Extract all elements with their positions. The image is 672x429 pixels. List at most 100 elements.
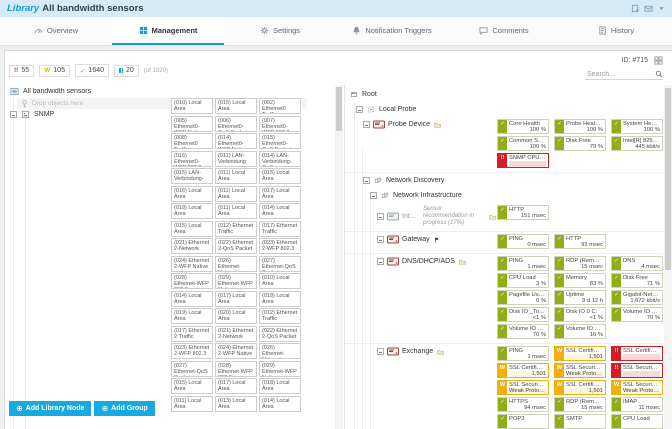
email-icon[interactable]	[644, 4, 653, 13]
sensor-chip[interactable]: ✓ PING 1 msec	[497, 256, 549, 271]
sensor-chip[interactable]: ✓ System He… 100 %	[611, 119, 663, 134]
library-sensor-chip[interactable]: (011) Local Area	[215, 203, 257, 219]
library-sensor-chip[interactable]: (015) Local Area	[259, 168, 301, 184]
sensor-chip[interactable]: ✓ PING 1 msec	[497, 346, 549, 361]
sensor-chip[interactable]: ✓ Volume IO … 70 %	[611, 307, 663, 322]
library-sensor-chip[interactable]: (015) LAN-Verbindung-	[171, 168, 213, 184]
sensor-chip[interactable]: ✓ RDP (Rem… 15 msec	[554, 256, 606, 271]
library-sensor-chip[interactable]: (002) Ethernet0 Traffic	[259, 98, 301, 114]
library-sensor-chip[interactable]: (028) Ethernet-WFP 802.3	[171, 273, 213, 289]
expander-icon[interactable]	[377, 213, 384, 220]
sensor-chip[interactable]: ✓ Volume IO … 16 %	[554, 324, 606, 339]
library-sensor-chip[interactable]: (018) Local Area	[259, 378, 301, 394]
library-sensor-chip[interactable]: (018) Local Area	[259, 290, 301, 307]
expander-icon[interactable]	[377, 236, 384, 243]
sensor-chip[interactable]: ✓ HTTPS 94 msec	[497, 397, 549, 412]
library-sensor-chip[interactable]: (017) Local Area	[259, 185, 301, 202]
sensor-chip[interactable]: ✓ IMAP 11 msec	[611, 397, 663, 412]
sensor-chip[interactable]: ✓ Uptime 9 d 12 h	[554, 290, 606, 305]
sensor-chip[interactable]: ✓ Gigabit-Net… 1,672 kbit/s	[611, 290, 663, 305]
library-sensor-chip[interactable]: (011) Local Area	[215, 185, 257, 202]
library-sensor-chip[interactable]: (007) Ethernet0-WFP 802.3	[259, 115, 301, 132]
expander-icon[interactable]	[377, 258, 384, 265]
tree-node-dns-dhcp-ads[interactable]: DNS/DHCP/ADS	[402, 258, 455, 265]
library-sensor-chip[interactable]: (010) Local Area	[171, 98, 213, 114]
library-sensor-chip[interactable]: (012) Ethernet Traffic	[259, 308, 301, 324]
sensor-chip[interactable]: W SSL Securi… Weak Proto…	[554, 363, 606, 378]
sensor-chip[interactable]: ✓ DNS 4 msec	[611, 256, 663, 271]
sensor-chip[interactable]: ✓ CPU Load 3 %	[497, 273, 549, 288]
library-sensor-chip[interactable]: (012) Ethernet Traffic	[215, 220, 257, 237]
sensor-chip[interactable]: !! SNMP CPU…	[497, 153, 549, 168]
drop-target[interactable]: Drop objects here	[17, 98, 307, 109]
expander-icon[interactable]	[10, 111, 17, 118]
tree-node-exchange[interactable]: Exchange	[402, 348, 434, 355]
expander-icon[interactable]	[363, 177, 370, 184]
library-sensor-chip[interactable]: (005) Ethernet0-WFP Native	[171, 115, 213, 132]
library-sensor-chip[interactable]: (015) Ethernet0-QoS Packet	[259, 133, 301, 149]
tree-node-probe-device[interactable]: Probe Device	[388, 121, 431, 128]
sensor-chip[interactable]: ✓ Volume IO … 70 %	[497, 324, 549, 339]
expander-icon[interactable]	[363, 121, 370, 128]
sensor-chip[interactable]: ✓ PING 0 msec	[497, 234, 549, 249]
right-scrollbar[interactable]	[664, 85, 672, 429]
tab-settings[interactable]: Settings	[224, 17, 336, 45]
library-sensor-chip[interactable]: (016) Local Area	[171, 185, 213, 202]
sensor-chip[interactable]: ✓ SMTP	[554, 414, 606, 429]
library-sensor-chip[interactable]: (029) Ethernet-WFP Native	[259, 360, 301, 377]
library-sensor-chip[interactable]: (027) Ethernet-QoS Packet	[259, 255, 301, 272]
expander-icon[interactable]	[377, 348, 384, 355]
library-sensor-chip[interactable]: (010) Local Area	[259, 273, 301, 289]
library-sensor-chip[interactable]: (018) Local Area	[171, 203, 213, 219]
library-sensor-chip[interactable]: (015) Local Area	[171, 378, 213, 394]
library-sensor-chip[interactable]: (024) Ethernet 2-WFP Native	[171, 255, 213, 272]
library-sensor-chip[interactable]: (026) Ethernet-Network	[215, 255, 257, 272]
sensor-chip[interactable]: ✓ Intel[R] 825… 445 kbit/s	[611, 136, 663, 151]
sensor-chip[interactable]: ✓ HTTP 151 msec	[497, 205, 549, 220]
library-sensor-chip[interactable]: (014) Local Area	[259, 203, 301, 219]
sensor-chip[interactable]: !! SSL Securi…	[611, 363, 663, 378]
sensor-chip[interactable]: ✓ Common S… 100 %	[497, 136, 549, 151]
library-sensor-chip[interactable]: (017) Local Area	[215, 378, 257, 394]
sensor-chip[interactable]: ✓ Disk IO _To… <1 %	[497, 307, 549, 322]
tree-node-snmp[interactable]: SNMP	[34, 111, 55, 118]
library-sensor-chip[interactable]: (029) Ethernet-WFP Native	[215, 273, 257, 289]
library-sensor-chip[interactable]: (013) Local Area	[215, 395, 257, 412]
library-sensor-chip[interactable]: (017) Ethernet Traffic	[259, 220, 301, 237]
status-count-paused[interactable]: 20	[114, 64, 139, 77]
add-group-button[interactable]: ⊕ Add Group	[94, 401, 155, 416]
sensor-chip[interactable]: ✓ RDP (Rem… 15 msec	[554, 397, 606, 412]
status-count-error[interactable]: !! 55	[9, 64, 35, 77]
library-sensor-chip[interactable]: (014) Local Area	[171, 290, 213, 307]
sensor-chip[interactable]: ✓ Pagefile Us… 0 %	[497, 290, 549, 305]
tab-overview[interactable]: Overview	[0, 17, 112, 45]
sensor-chip[interactable]: ✓ Disk Free 79 %	[554, 136, 606, 151]
layout-grid-icon[interactable]	[654, 56, 663, 65]
library-sensor-chip[interactable]: (020) Local Area	[215, 308, 257, 324]
library-sensor-chip[interactable]: (016) Ethernet0-WFP 802.3	[171, 150, 213, 167]
tree-node-gateway[interactable]: Gateway	[402, 236, 430, 243]
sensor-chip[interactable]: ✓ Core Health 100 %	[497, 119, 549, 134]
new-window-icon[interactable]	[631, 4, 640, 13]
library-sensor-chip[interactable]: (014) Ethernet0-WFP Native	[215, 133, 257, 149]
sensor-chip[interactable]: ✓ Disk IO 0 C: <1 %	[554, 307, 606, 322]
library-sensor-chip[interactable]: (019) Local Area	[171, 308, 213, 324]
status-count-warning[interactable]: W 105	[39, 64, 70, 77]
library-sensor-chip[interactable]: (015) Local Area	[215, 98, 257, 114]
search-icon[interactable]	[655, 70, 663, 78]
tree-node-local-probe[interactable]: Local Probe	[379, 106, 417, 113]
tab-management[interactable]: Management	[112, 17, 224, 45]
library-sensor-chip[interactable]: (022) Ethernet 2-QoS Packet	[215, 238, 257, 254]
sensor-chip[interactable]: ✓ Probe Heal… 100 %	[554, 119, 606, 134]
tab-comments[interactable]: Comments	[448, 17, 560, 45]
library-sensor-chip[interactable]: (022) Ethernet 2-QoS Packet	[259, 325, 301, 342]
library-sensor-chip[interactable]: (023) Ethernet 2-WFP 802.3	[259, 238, 301, 254]
sensor-chip[interactable]: ✓ Memory 83 %	[554, 273, 606, 288]
library-sensor-chip[interactable]: (015) Local Area	[171, 220, 213, 237]
sensor-chip[interactable]: W SSL Securi… Weak Proto…	[497, 380, 549, 395]
library-sensor-chip[interactable]: (006) Ethernet0-QoS Packet	[215, 115, 257, 132]
tab-notification-triggers[interactable]: Notification Triggers	[336, 17, 448, 45]
tree-node-network-discovery[interactable]: Network Discovery	[386, 177, 445, 184]
expander-icon[interactable]	[356, 106, 363, 113]
library-sensor-chip[interactable]: (011) Local Area	[215, 168, 257, 184]
